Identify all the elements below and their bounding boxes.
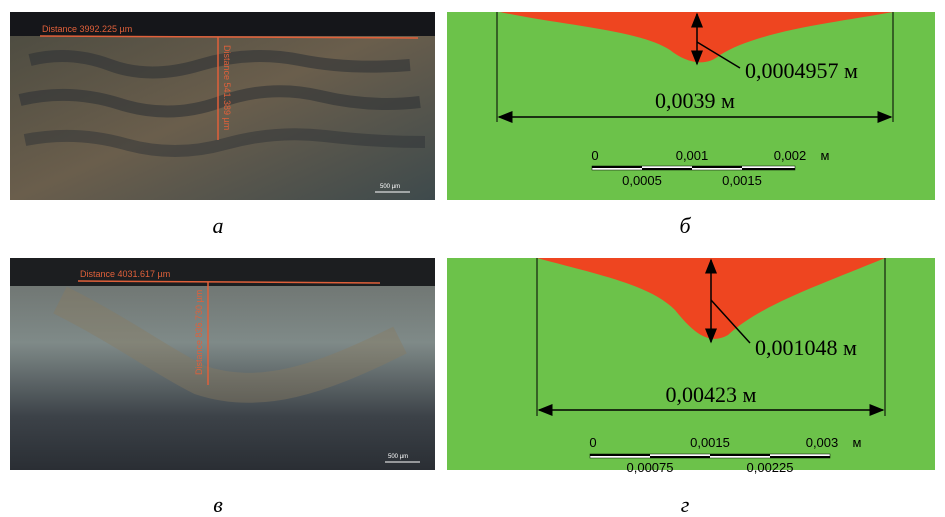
scale-label: 0,001 (676, 148, 709, 163)
depth-label: 0,0004957 м (745, 58, 858, 83)
depth-label: 0,001048 м (755, 335, 857, 360)
photo-c (10, 258, 435, 470)
scale-label: 0,003 (806, 435, 839, 450)
caption: в (213, 492, 223, 517)
width-label: 0,0039 м (655, 88, 735, 113)
scale-label: 0,0015 (722, 173, 762, 188)
scale-label: 0 (591, 148, 598, 163)
scale-label: 0,00075 (627, 460, 674, 475)
scale-label: 0,0005 (622, 173, 662, 188)
scale-label: 0,0015 (690, 435, 730, 450)
photo-label: Distance 4031.617 µm (80, 269, 170, 279)
width-label: 0,00423 м (666, 382, 757, 407)
photo-label: Distance 541.389 µm (222, 45, 232, 130)
photo-label: Distance 3992.225 µm (42, 24, 132, 34)
caption: г (681, 492, 690, 517)
figure: Distance 3992.225 µm Distance 541.389 µm… (0, 0, 945, 517)
scale-label: 0,002 (774, 148, 807, 163)
caption: б (679, 213, 691, 238)
photo-label: Distance 836.730 µm (194, 290, 204, 375)
scale-label: 0,00225 (747, 460, 794, 475)
scale-label: м (853, 435, 862, 450)
caption: а (213, 213, 224, 238)
photo-label: 500 µm (380, 184, 400, 190)
scale-label: 0 (589, 435, 596, 450)
scale-label: м (821, 148, 830, 163)
photo-label: 500 µm (388, 454, 408, 460)
